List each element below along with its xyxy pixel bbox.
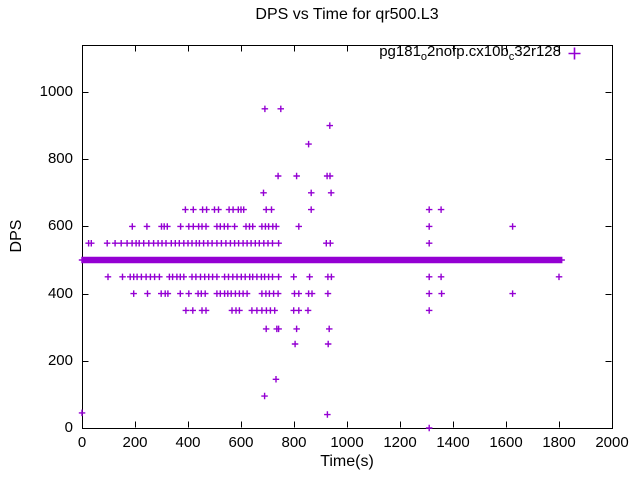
x-tick-label: 400 bbox=[175, 434, 201, 451]
x-tick-label: 800 bbox=[281, 434, 307, 451]
legend-label-subscript: o bbox=[420, 51, 428, 63]
y-tick-label: 0 bbox=[64, 419, 73, 436]
legend: pg181o2nofp.cx10bc32r128 bbox=[379, 43, 581, 63]
x-tick-label: 1800 bbox=[542, 434, 576, 451]
legend-label-part: 2nofp.cx10b bbox=[427, 43, 509, 60]
x-axis-label: Time(s) bbox=[320, 453, 374, 470]
axis-ticks bbox=[82, 45, 613, 429]
y-tick-label: 400 bbox=[47, 284, 73, 302]
x-tick-label: 200 bbox=[122, 434, 148, 451]
data-points bbox=[78, 105, 565, 432]
legend-label-part: 32r128 bbox=[514, 43, 561, 60]
y-tick-label: 1000 bbox=[39, 83, 73, 101]
y-tick-label: 600 bbox=[47, 217, 73, 235]
x-tick-label: 1000 bbox=[330, 434, 364, 451]
x-tick-label: 0 bbox=[77, 434, 87, 451]
x-tick-label: 1600 bbox=[489, 434, 523, 451]
plus-marker-icon bbox=[568, 47, 581, 59]
x-tick-label: 600 bbox=[228, 434, 254, 451]
x-tick-label: 1400 bbox=[436, 434, 470, 451]
legend-series-label: pg181o2nofp.cx10bc32r128 bbox=[379, 43, 561, 63]
x-tick-label: 2000 bbox=[595, 434, 629, 451]
plot-border bbox=[82, 45, 613, 429]
y-tick-label: 800 bbox=[47, 150, 73, 168]
y-tick-label: 200 bbox=[47, 351, 73, 369]
chart-title: DPS vs Time for qr500.L3 bbox=[255, 6, 439, 23]
legend-label-part: pg181 bbox=[379, 43, 421, 60]
legend-label-subscript: c bbox=[508, 51, 515, 63]
x-tick-label: 1200 bbox=[383, 434, 417, 451]
